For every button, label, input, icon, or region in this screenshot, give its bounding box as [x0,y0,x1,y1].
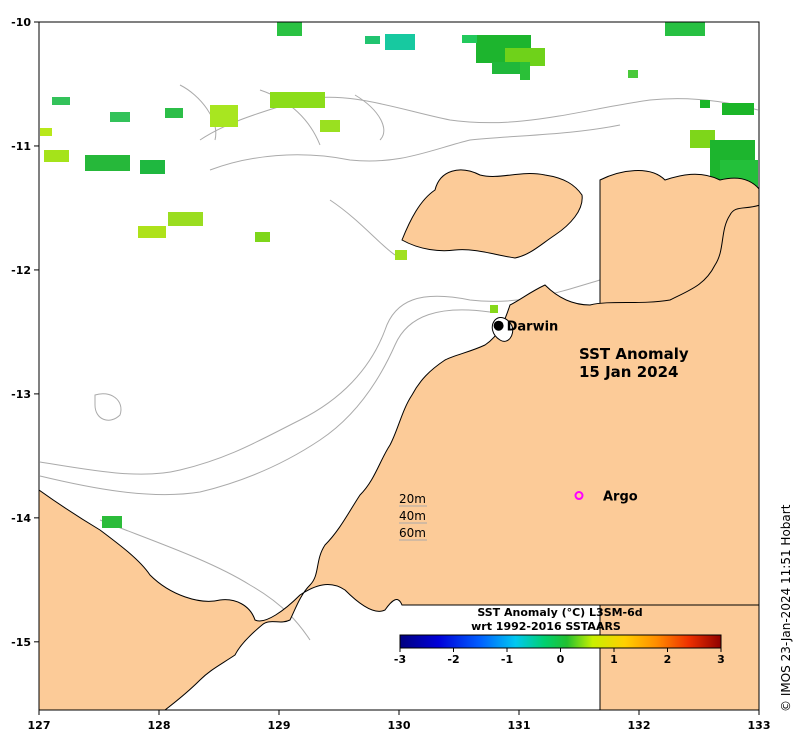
colorbar-tick-label: -3 [394,653,406,666]
x-tick-label: 131 [508,719,531,732]
credit-text: © IMOS 23-Jan-2024 11:51 Hobart [779,504,793,712]
contour-60m-label: 60m [399,526,426,540]
colorbar-ticks: -3 -2 -1 0 1 2 3 [394,648,725,666]
colorbar: SST Anomaly (°C) L3SM-6d wrt 1992-2016 S… [394,606,725,666]
y-tick-label: -12 [11,264,31,277]
darwin-label: Darwin [507,320,559,335]
colorbar-tick-label: 2 [664,653,672,666]
x-tick-label: 132 [628,719,651,732]
y-tick-label: -14 [11,512,31,525]
y-tick-label: -10 [11,16,31,29]
land [39,169,759,710]
x-tick-label: 128 [148,719,171,732]
y-tick-label: -13 [11,388,31,401]
colorbar-tick-label: -2 [447,653,459,666]
map-title-line2: 15 Jan 2024 [579,363,678,381]
contour-40m-label: 40m [399,509,426,523]
map-title-line1: SST Anomaly [579,345,689,363]
contour-20m-label: 20m [399,492,426,506]
colorbar-tick-label: 1 [610,653,618,666]
x-tick-label: 130 [388,719,411,732]
y-tick-label: -11 [11,140,31,153]
colorbar-title-line2: wrt 1992-2016 SSTAARS [471,620,621,633]
x-axis: 127 128 129 130 131 132 133 [28,710,771,732]
y-tick-label: -15 [11,636,31,649]
y-axis: -10 -11 -12 -13 -14 -15 [11,16,39,649]
mainland [39,204,759,710]
colorbar-tick-label: -1 [501,653,513,666]
darwin-marker [493,320,504,331]
x-tick-label: 133 [748,719,771,732]
x-tick-label: 127 [28,719,51,732]
sst-anomaly-cells [40,22,758,528]
colorbar-tick-label: 0 [557,653,565,666]
x-tick-label: 129 [268,719,291,732]
argo-float-marker [574,491,584,501]
colorbar-title-line1: SST Anomaly (°C) L3SM-6d [477,606,642,619]
colorbar-gradient [399,634,722,649]
argo-label: Argo [603,490,638,505]
tiwi-islands [401,169,583,259]
contour-legend: 20m 40m 60m [399,492,427,541]
colorbar-tick-label: 3 [717,653,725,666]
